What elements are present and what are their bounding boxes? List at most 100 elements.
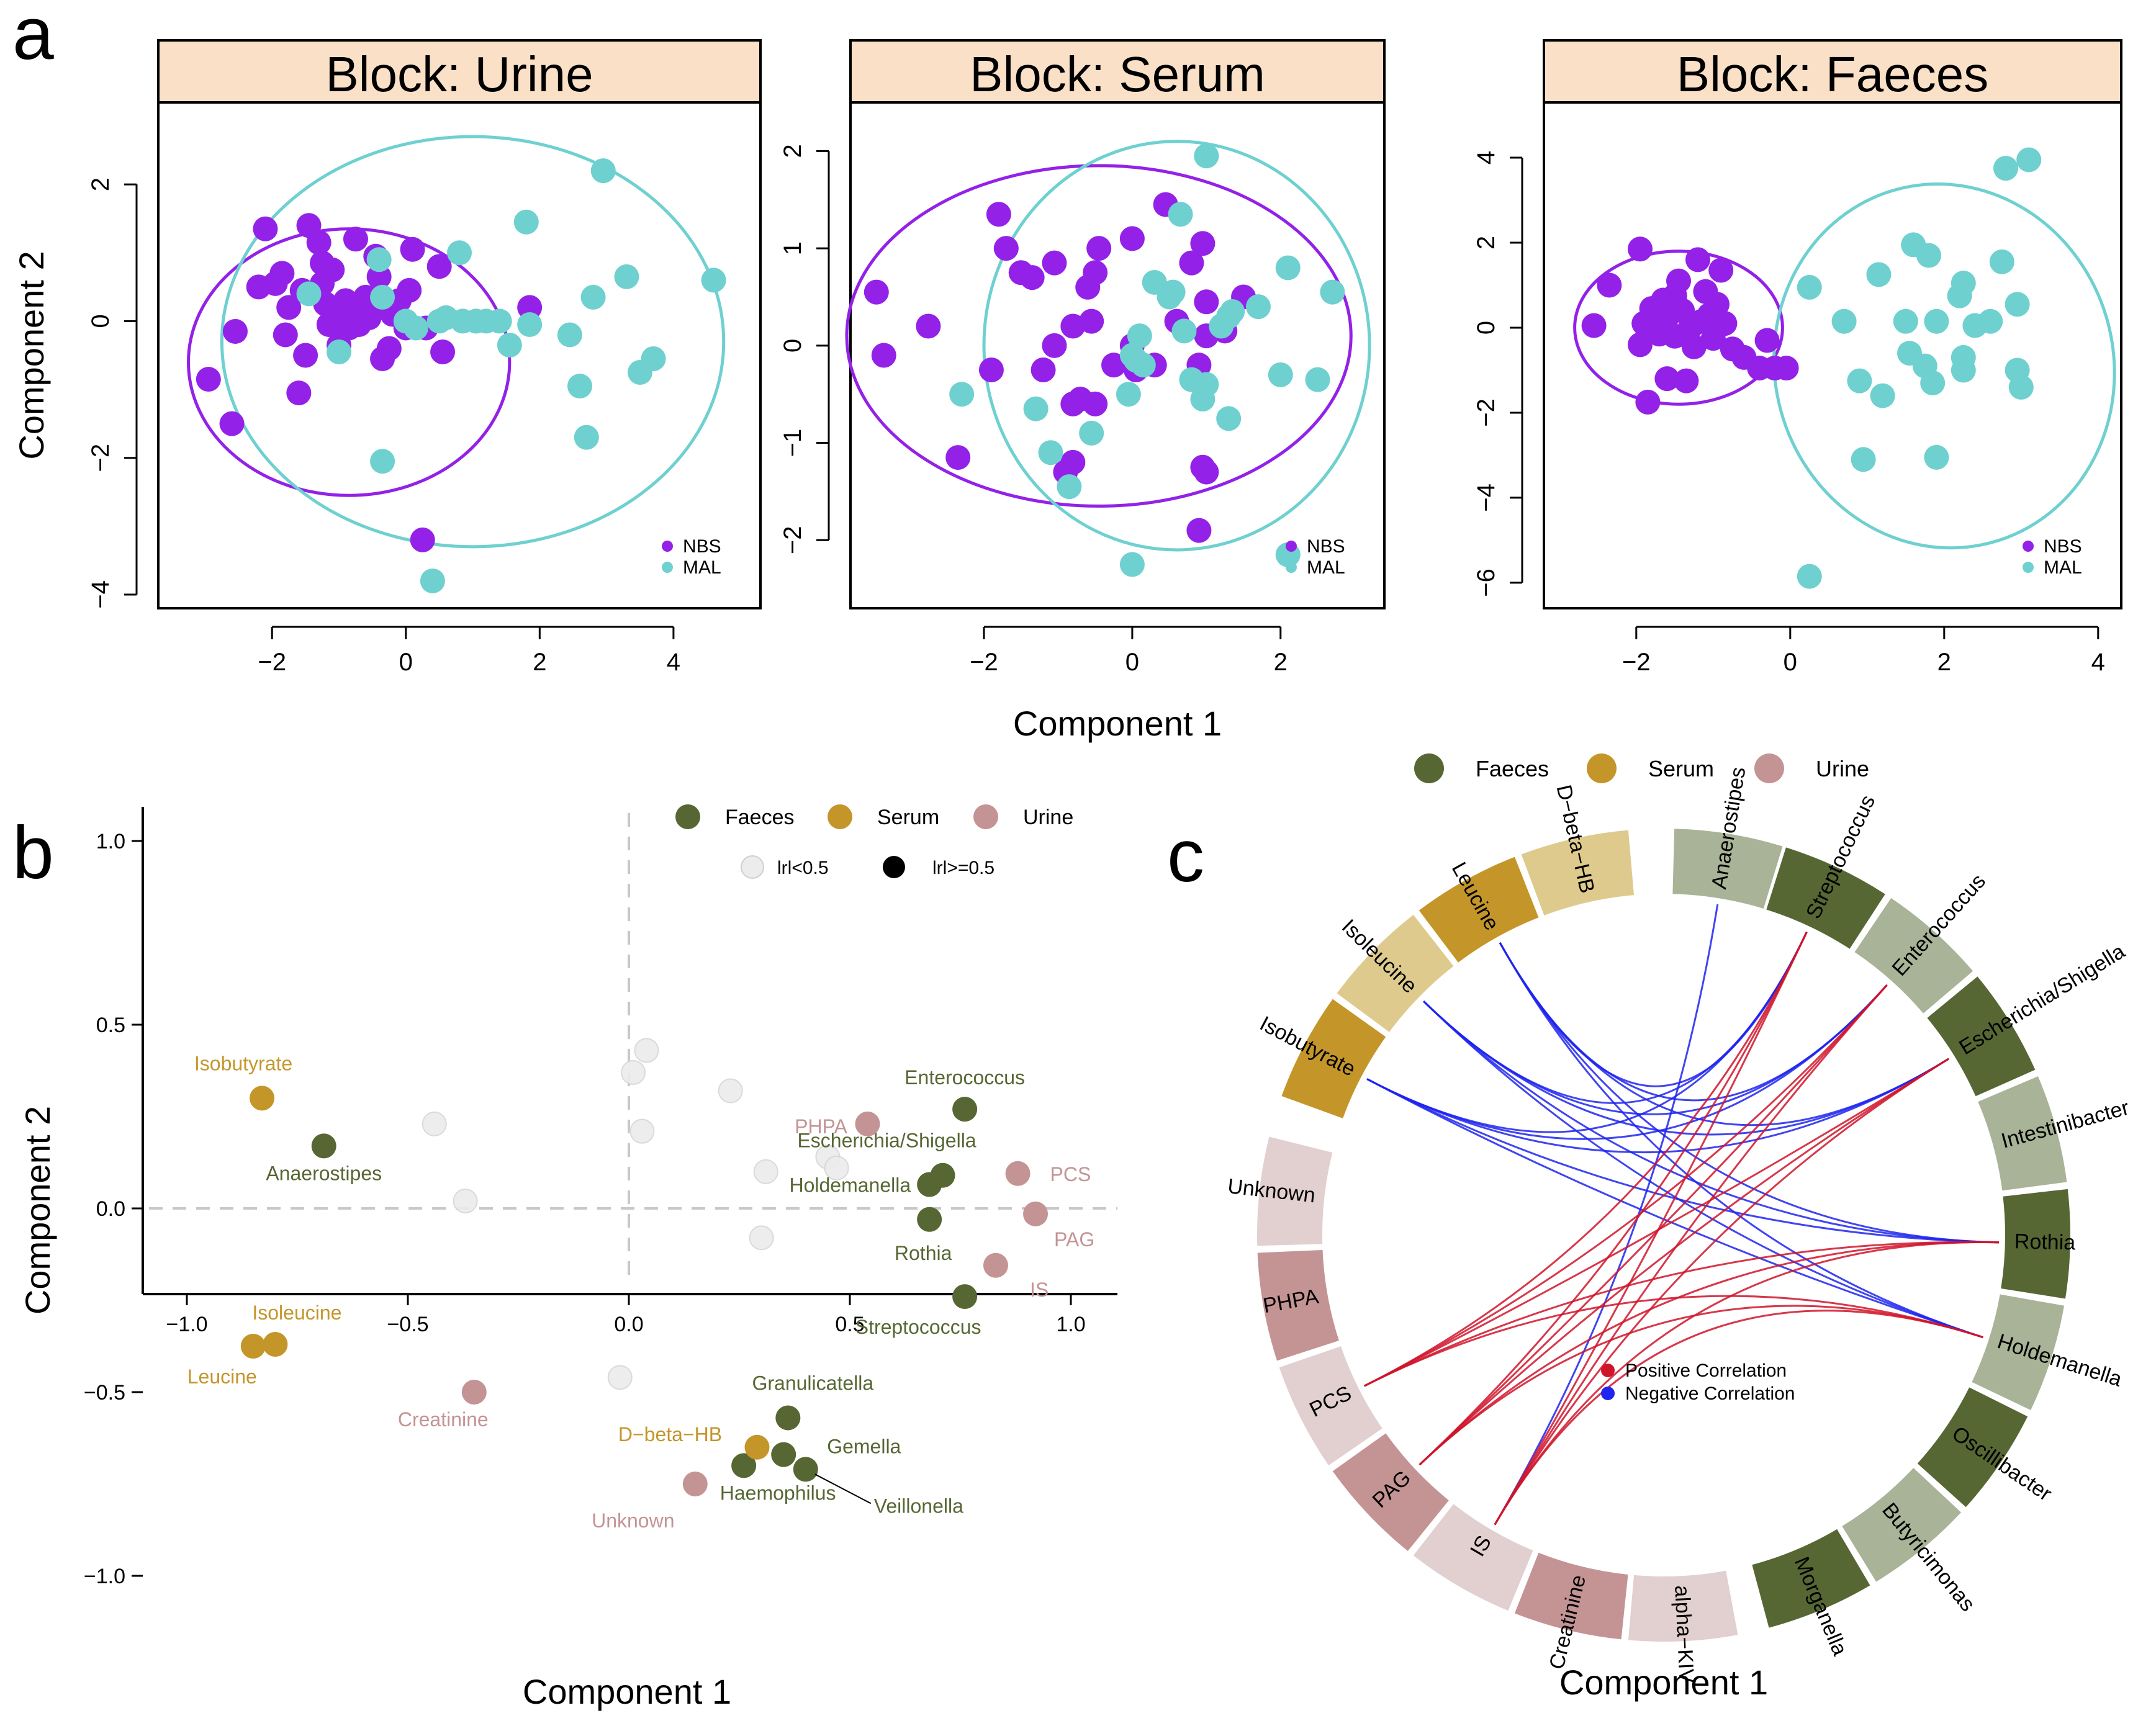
y-tick-label: 4	[1473, 151, 1500, 164]
data-point-mal	[370, 449, 395, 474]
x-axis-title: Component 1	[523, 1672, 731, 1711]
data-point-mal	[580, 284, 606, 310]
legend-label-nbs: NBS	[2044, 536, 2082, 557]
correlation-link-positive	[1494, 1058, 1949, 1526]
y-tick-label: 2	[87, 178, 114, 191]
data-point-mal	[1275, 255, 1301, 281]
circos-sector	[1972, 1294, 2065, 1410]
circos-sector	[1521, 830, 1635, 915]
variable-point-urine	[1005, 1161, 1031, 1186]
circos-sector	[1332, 1433, 1449, 1552]
data-point-mal	[447, 240, 472, 266]
circos-sector	[2001, 1189, 2070, 1299]
panel-label-a: a b c	[12, 0, 1204, 897]
legend-marker-faeces	[675, 804, 700, 829]
data-point-nbs	[400, 236, 425, 262]
correlation-link-positive	[1419, 931, 1808, 1466]
variable-label: Isobutyrate	[194, 1052, 292, 1074]
x-tick-label: 2	[1937, 649, 1951, 676]
data-point-mal	[327, 339, 351, 364]
correlation-link-negative	[1423, 1000, 1983, 1339]
variable-label: Enterococcus	[904, 1066, 1025, 1089]
data-point-mal	[1194, 143, 1219, 169]
data-point-mal	[701, 268, 726, 293]
data-point-nbs	[916, 313, 941, 339]
correlation-link-negative	[1366, 1078, 1983, 1339]
x-tick-label: −0.5	[387, 1313, 428, 1336]
circos-sector	[1978, 1076, 2067, 1191]
data-point-mal	[1916, 243, 1941, 268]
legend-label-nbs: NBS	[683, 536, 721, 557]
legend-label-faeces: Faeces	[725, 806, 795, 829]
data-point-nbs	[273, 322, 298, 348]
legend-marker-urine	[1754, 753, 1784, 783]
data-point-mal	[1216, 406, 1242, 431]
y-tick-label: −4	[1473, 483, 1500, 512]
data-point-mal	[2016, 147, 2042, 173]
confidence-ellipse-nbs	[1573, 250, 1784, 406]
correlation-link-negative	[1366, 1078, 1999, 1244]
x-axis-title: Component 1	[1013, 704, 1222, 743]
y-tick-label: 2	[779, 144, 806, 158]
data-point-nbs	[376, 336, 402, 361]
x-tick-label: 0.0	[614, 1313, 643, 1336]
data-point-mal	[1989, 249, 2014, 274]
data-point-nbs	[1101, 353, 1127, 378]
data-point-nbs	[986, 202, 1011, 227]
data-point-nbs	[1083, 391, 1108, 416]
data-point-nbs	[1042, 250, 1067, 276]
variable-label: Rothia	[895, 1242, 952, 1264]
data-point-nbs	[1597, 272, 1622, 298]
data-point-mal	[1305, 367, 1330, 392]
panel-letter-a: a	[12, 0, 54, 75]
correlation-link-positive	[1494, 1241, 1999, 1526]
facet-title: Block: Faeces	[1677, 47, 1988, 102]
y-tick-label: 0.5	[96, 1014, 125, 1037]
data-point-nbs	[222, 318, 248, 344]
data-point-nbs	[397, 277, 422, 303]
legend-marker-mal	[2023, 562, 2034, 573]
data-point-nbs	[1086, 236, 1112, 261]
legend-marker-serum	[828, 804, 852, 829]
circos-sector	[1842, 1468, 1962, 1582]
panel-c-circos-plot: Anaerostipes StreptococcusEnterococcusEsc…	[1227, 753, 2132, 1702]
variable-label: Holdemanella	[789, 1174, 911, 1197]
data-point-nbs	[993, 236, 1019, 261]
panel-a-x-axis-title: Component 1	[1013, 704, 1222, 743]
data-point-nbs	[945, 445, 971, 470]
legend-label-positive: Positive Correlation	[1625, 1360, 1787, 1381]
data-point-nbs	[1186, 518, 1212, 543]
data-point-nbs	[1774, 356, 1799, 381]
correlation-link-positive	[1494, 984, 1888, 1526]
x-tick-label: −2	[970, 649, 998, 676]
data-point-nbs	[310, 250, 335, 276]
correlation-link-positive	[1364, 1241, 1999, 1387]
faint-variable-point	[749, 1225, 774, 1251]
y-tick-label: 1	[779, 241, 806, 255]
circos-sector	[1337, 914, 1454, 1032]
data-point-nbs	[276, 295, 302, 320]
data-point-mal	[1268, 362, 1293, 387]
data-point-nbs	[1083, 260, 1108, 286]
correlation-link-negative	[1494, 904, 1719, 1526]
data-point-nbs	[1019, 265, 1045, 290]
circos-sector	[1419, 856, 1539, 963]
plot-frame	[1543, 101, 2122, 609]
correlation-link-positive	[1494, 1310, 1983, 1526]
data-point-mal	[1847, 368, 1872, 393]
circos-sector	[1854, 897, 1973, 1014]
data-point-mal	[1924, 308, 1949, 334]
variable-point-serum	[744, 1434, 770, 1460]
legend-label-negative: Negative Correlation	[1625, 1383, 1795, 1404]
circos-sector	[1514, 1552, 1628, 1640]
data-point-mal	[1320, 279, 1345, 305]
data-point-mal	[420, 568, 445, 593]
legend-marker-nbs	[662, 541, 673, 552]
variable-point-faeces	[793, 1457, 818, 1482]
label-leader-line	[814, 1473, 872, 1504]
data-point-nbs	[1708, 258, 1734, 283]
data-point-nbs	[1681, 334, 1707, 359]
variable-label: Escherichia/Shigella	[797, 1130, 976, 1152]
circos-sector	[1927, 976, 2036, 1097]
data-point-mal	[1160, 279, 1186, 305]
